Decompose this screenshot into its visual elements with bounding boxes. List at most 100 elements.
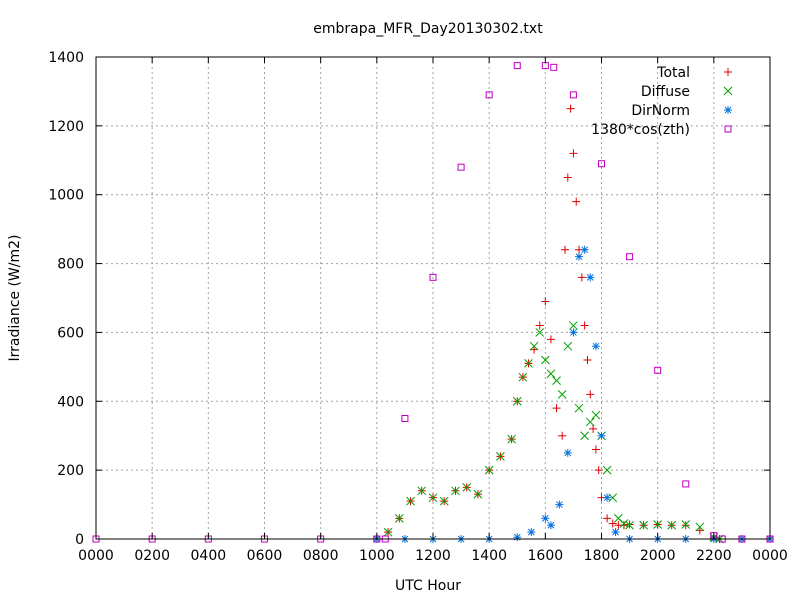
data-point bbox=[527, 528, 536, 537]
x-tick-label: 0000 bbox=[752, 548, 788, 564]
data-point bbox=[484, 465, 494, 475]
data-point bbox=[439, 496, 449, 506]
data-point bbox=[541, 297, 550, 306]
data-point bbox=[639, 520, 648, 530]
data-point bbox=[682, 480, 690, 488]
data-point bbox=[541, 514, 550, 523]
data-point bbox=[485, 91, 493, 99]
y-tick-label: 400 bbox=[57, 394, 84, 410]
x-tick-label: 1400 bbox=[471, 548, 507, 564]
x-tick-label: 2000 bbox=[640, 548, 676, 564]
data-point bbox=[603, 493, 612, 502]
data-point bbox=[619, 519, 629, 528]
data-point bbox=[473, 489, 483, 499]
data-point bbox=[626, 253, 634, 261]
data-point bbox=[575, 252, 584, 261]
data-point bbox=[540, 355, 550, 365]
data-point bbox=[591, 445, 600, 454]
data-point bbox=[417, 486, 427, 496]
x-tick-label: 0000 bbox=[78, 548, 114, 564]
legend: Total Diffuse DirNorm 1380*cos(zth) bbox=[591, 65, 733, 138]
data-point bbox=[546, 369, 556, 379]
data-point bbox=[563, 448, 572, 457]
y-tick-label: 1000 bbox=[48, 188, 84, 204]
data-point bbox=[524, 359, 533, 368]
legend-label: DirNorm bbox=[631, 103, 690, 119]
data-point bbox=[513, 62, 521, 70]
x-tick-label: 0200 bbox=[134, 548, 170, 564]
data-point bbox=[552, 404, 561, 413]
data-point bbox=[586, 390, 595, 399]
data-point bbox=[529, 341, 539, 351]
legend-label: Total bbox=[656, 65, 690, 81]
data-point bbox=[598, 160, 605, 168]
data-point bbox=[591, 342, 600, 351]
data-point bbox=[597, 431, 606, 440]
data-point bbox=[558, 431, 567, 440]
data-point bbox=[654, 366, 662, 374]
data-point bbox=[583, 355, 592, 364]
data-point bbox=[580, 431, 590, 441]
data-point bbox=[428, 493, 438, 503]
data-point bbox=[625, 520, 634, 530]
data-point bbox=[563, 341, 573, 351]
data-point bbox=[602, 465, 612, 475]
legend-marker bbox=[724, 125, 732, 133]
legend-marker bbox=[724, 106, 732, 114]
data-point bbox=[535, 328, 545, 337]
x-tick-label: 1600 bbox=[528, 548, 564, 564]
data-point bbox=[574, 403, 584, 413]
x-tick-label: 2200 bbox=[696, 548, 732, 564]
y-axis-label: Irradiance (W/m2) bbox=[7, 235, 23, 362]
x-tick-label: 1800 bbox=[584, 548, 620, 564]
x-tick-label: 0600 bbox=[247, 548, 283, 564]
data-point bbox=[563, 173, 572, 182]
data-point bbox=[594, 466, 603, 475]
data-point bbox=[552, 376, 561, 385]
data-point bbox=[429, 273, 437, 281]
data-point bbox=[577, 273, 586, 282]
data-point bbox=[580, 321, 589, 330]
data-point bbox=[560, 245, 569, 254]
y-tick-label: 800 bbox=[57, 257, 84, 273]
data-point bbox=[394, 513, 404, 523]
legend-label: Diffuse bbox=[641, 84, 690, 100]
data-point bbox=[611, 528, 620, 537]
data-point bbox=[667, 520, 677, 530]
data-point bbox=[603, 514, 612, 523]
x-tick-label: 0800 bbox=[303, 548, 339, 564]
data-point bbox=[681, 520, 691, 529]
data-point bbox=[496, 452, 505, 461]
legend-label: 1380*cos(zth) bbox=[591, 122, 690, 138]
data-point bbox=[580, 245, 589, 254]
data-point bbox=[546, 521, 555, 530]
data-point bbox=[518, 372, 528, 382]
chart-title: embrapa_MFR_Day20130302.txt bbox=[313, 21, 543, 37]
data-point bbox=[591, 410, 601, 420]
data-point bbox=[569, 149, 578, 158]
x-axis-label: UTC Hour bbox=[395, 578, 461, 594]
data-point bbox=[653, 520, 663, 529]
data-point bbox=[555, 500, 564, 509]
data-point bbox=[695, 526, 704, 535]
grid-layer bbox=[96, 57, 770, 539]
x-tick-label: 1000 bbox=[359, 548, 395, 564]
data-point bbox=[401, 415, 409, 422]
data-point bbox=[589, 424, 598, 433]
y-tick-label: 600 bbox=[57, 325, 84, 341]
y-tick-label: 1400 bbox=[48, 50, 84, 66]
data-point bbox=[462, 483, 472, 492]
data-point bbox=[572, 197, 581, 206]
data-point bbox=[569, 328, 578, 337]
data-point bbox=[530, 345, 539, 354]
legend-marker bbox=[723, 86, 733, 96]
data-point bbox=[585, 417, 595, 427]
data-point bbox=[569, 91, 577, 99]
series-0 bbox=[384, 104, 724, 543]
data-point bbox=[507, 434, 516, 444]
x-tick-label: 1200 bbox=[415, 548, 451, 564]
y-tick-label: 1200 bbox=[48, 119, 84, 135]
data-point bbox=[586, 273, 595, 282]
